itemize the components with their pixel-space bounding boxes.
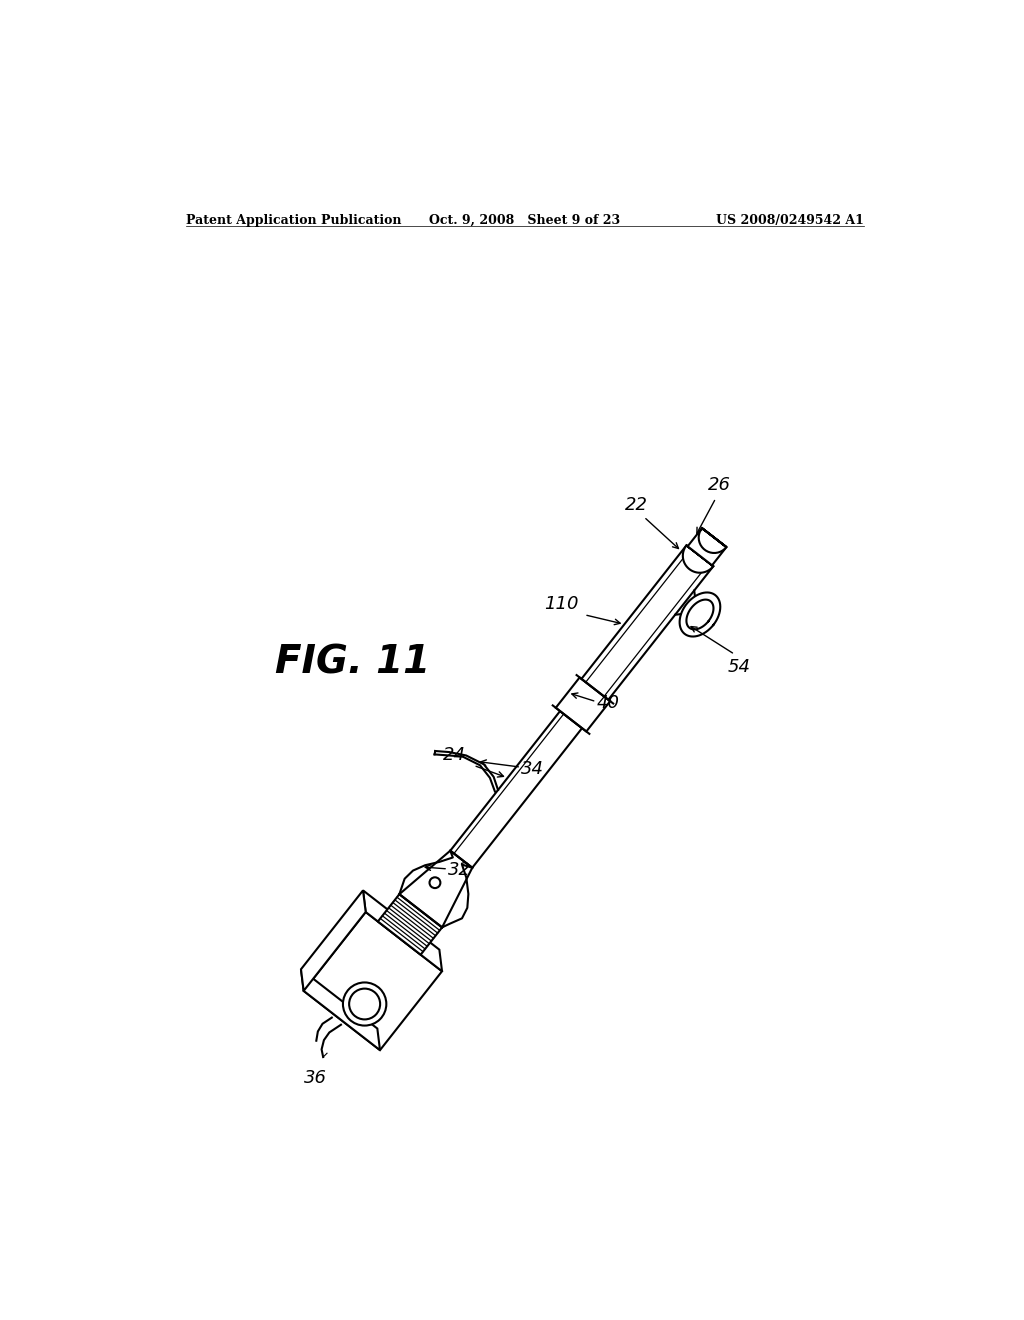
Polygon shape	[304, 912, 442, 1051]
Circle shape	[343, 982, 386, 1026]
Polygon shape	[683, 545, 714, 573]
Text: 110: 110	[544, 595, 579, 614]
Text: 24: 24	[442, 746, 466, 764]
Text: US 2008/0249542 A1: US 2008/0249542 A1	[717, 214, 864, 227]
Text: 34: 34	[521, 760, 544, 777]
Polygon shape	[378, 894, 442, 954]
Text: 36: 36	[304, 1069, 327, 1086]
Text: 54: 54	[727, 659, 751, 676]
Polygon shape	[451, 711, 582, 867]
Text: Oct. 9, 2008   Sheet 9 of 23: Oct. 9, 2008 Sheet 9 of 23	[429, 214, 621, 227]
Polygon shape	[364, 891, 442, 972]
Text: 40: 40	[596, 694, 620, 713]
Text: Patent Application Publication: Patent Application Publication	[186, 214, 401, 227]
Circle shape	[349, 989, 380, 1019]
Text: 22: 22	[625, 496, 647, 515]
Polygon shape	[301, 969, 380, 1051]
Polygon shape	[698, 528, 726, 553]
Circle shape	[429, 878, 440, 888]
Polygon shape	[556, 677, 610, 731]
Polygon shape	[399, 850, 472, 928]
Polygon shape	[688, 528, 726, 565]
Polygon shape	[582, 545, 714, 700]
Polygon shape	[301, 891, 366, 991]
Text: 26: 26	[709, 477, 731, 494]
Text: FIG. 11: FIG. 11	[275, 644, 430, 681]
Text: 32: 32	[449, 862, 471, 879]
